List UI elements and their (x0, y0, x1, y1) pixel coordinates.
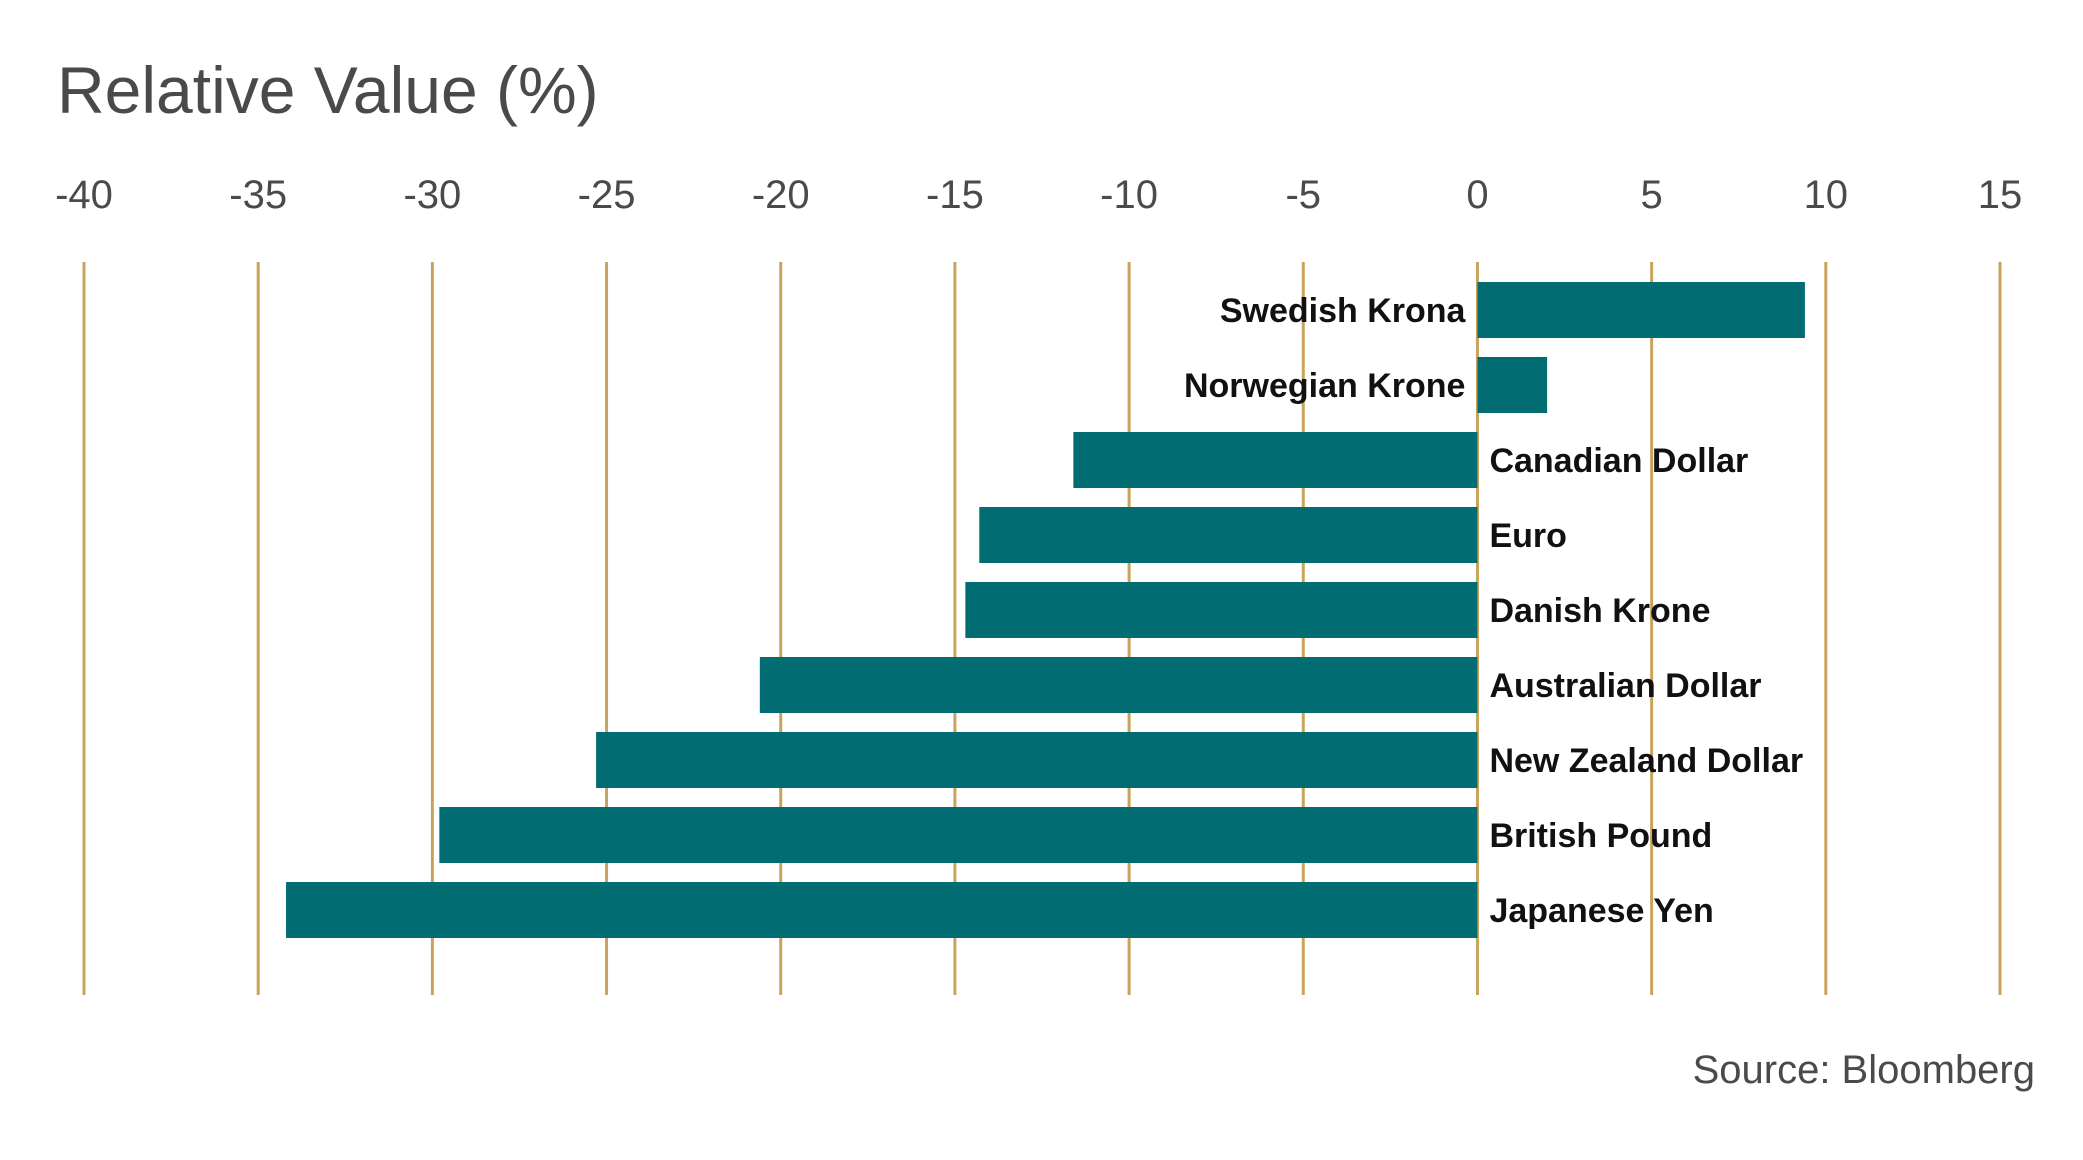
x-tick-label: -5 (1285, 173, 1321, 217)
bar-category-label: British Pound (1489, 817, 1712, 855)
bar-category-label: Danish Krone (1489, 592, 1710, 630)
bar (439, 807, 1478, 863)
x-tick-label: -10 (1100, 173, 1158, 217)
bar (286, 882, 1478, 938)
chart-title: Relative Value (%) (57, 53, 599, 127)
x-tick-label: 10 (1804, 173, 1849, 217)
bar-category-label: Canadian Dollar (1489, 442, 1748, 480)
x-tick-label: -30 (403, 173, 461, 217)
x-tick-label: -20 (752, 173, 810, 217)
bar (1477, 357, 1548, 413)
x-tick-label: -25 (578, 173, 636, 217)
bar-category-label: Australian Dollar (1489, 667, 1761, 705)
bar (1477, 282, 1805, 338)
x-tick-label: -15 (926, 173, 984, 217)
x-axis-tick-labels: -40 -35 -30 -25 -20 -15 -10 -5 0 5 10 15 (55, 173, 2022, 217)
x-tick-label: 15 (1978, 173, 2023, 217)
bar (759, 657, 1478, 713)
bar (979, 507, 1478, 563)
bars (286, 282, 1805, 938)
bar-category-label: Japanese Yen (1489, 892, 1713, 930)
bar-labels: Swedish Krona Norwegian Krone Canadian Dol… (1184, 292, 1803, 930)
bar (596, 732, 1478, 788)
x-tick-label: 5 (1641, 173, 1663, 217)
bar-category-label: New Zealand Dollar (1489, 742, 1803, 780)
bar-category-label: Swedish Krona (1220, 292, 1467, 330)
bar-category-label: Norwegian Krone (1184, 367, 1465, 405)
source-note: Source: Bloomberg (1693, 1048, 2035, 1092)
bar (965, 582, 1478, 638)
bar (1073, 432, 1478, 488)
x-tick-label: -35 (229, 173, 287, 217)
x-tick-label: 0 (1466, 173, 1488, 217)
bar-category-label: Euro (1489, 517, 1566, 555)
x-tick-label: -40 (55, 173, 113, 217)
